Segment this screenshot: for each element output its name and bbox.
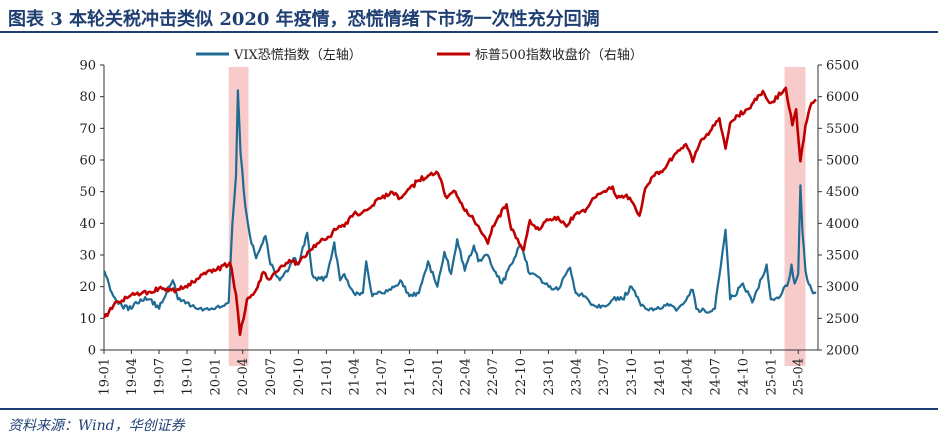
x-tick-label: 25-01 — [764, 358, 779, 395]
left-y-tick-label: 10 — [79, 312, 96, 327]
left-y-tick-label: 70 — [79, 122, 96, 137]
right-y-tick-label: 4500 — [826, 185, 859, 200]
x-tick-label: 24-01 — [653, 358, 668, 395]
x-tick-label: 24-07 — [708, 358, 723, 395]
x-tick-label: 22-10 — [514, 358, 529, 395]
left-y-tick-label: 60 — [79, 154, 96, 169]
series-layer — [103, 86, 817, 337]
x-tick-label: 20-07 — [264, 358, 279, 395]
dual-axis-line-chart: 0 10 20 30 40 50 60 70 80 90 2000 2500 3000 3500 4000 4… — [79, 47, 859, 396]
x-tick-label: 22-07 — [486, 358, 501, 395]
left-y-tick-label: 40 — [79, 217, 96, 232]
right-y-tick-label: 5000 — [826, 154, 859, 169]
left-y-tick-label: 80 — [79, 90, 96, 105]
x-tick-label: 21-07 — [375, 358, 390, 395]
x-tick-label: 21-01 — [320, 358, 335, 395]
right-y-tick-label: 6000 — [826, 90, 859, 105]
series-line-vix — [103, 89, 817, 314]
bottom-divider — [0, 408, 938, 410]
left-y-tick-label: 0 — [88, 344, 96, 359]
right-y-tick-label: 2000 — [826, 344, 859, 359]
legend-item-spx-label: 标普500指数收盘价（右轴） — [475, 47, 643, 63]
x-tick-label: 20-01 — [209, 358, 224, 395]
figure-title: 图表 3 本轮关税冲击类似 2020 年疫情，恐慌情绪下市场一次性充分回调 — [8, 9, 600, 30]
x-tick-label: 23-10 — [625, 358, 640, 395]
x-tick-label: 21-10 — [403, 358, 418, 395]
chart-legend: VIX恐慌指数（左轴） 标普500指数收盘价（右轴） — [196, 47, 643, 63]
title-divider — [0, 31, 938, 33]
left-y-tick-label: 20 — [79, 280, 96, 295]
highlight-bands — [228, 67, 806, 366]
x-tick-label: 20-04 — [236, 358, 251, 395]
highlight-band-2 — [784, 67, 806, 366]
highlight-band-1 — [228, 67, 249, 366]
x-tick-label: 23-04 — [569, 358, 584, 395]
x-tick-label: 24-10 — [736, 358, 751, 395]
x-tick-label: 20-10 — [292, 358, 307, 395]
x-tick-label: 22-01 — [431, 358, 446, 395]
source-note: 资料来源：Wind，华创证券 — [8, 418, 185, 434]
right-y-tick-label: 6500 — [826, 59, 859, 74]
right-y-tick-label: 3500 — [826, 249, 859, 264]
right-y-tick-label: 5500 — [826, 122, 859, 137]
x-tick-label: 24-04 — [681, 358, 696, 395]
x-tick-label: 21-04 — [347, 358, 362, 395]
x-tick-label: 19-01 — [98, 358, 113, 395]
x-tick-label: 19-07 — [153, 358, 168, 395]
x-tick-label: 23-01 — [542, 358, 557, 395]
x-tick-label: 25-04 — [792, 358, 807, 395]
legend-item-vix-label: VIX恐慌指数（左轴） — [233, 48, 362, 63]
x-tick-label: 22-04 — [458, 358, 473, 395]
title-bar: 图表 3 本轮关税冲击类似 2020 年疫情，恐慌情绪下市场一次性充分回调 — [0, 0, 938, 34]
left-y-tick-label: 90 — [79, 59, 96, 74]
left-y-tick-label: 50 — [79, 185, 96, 200]
x-tick-label: 23-07 — [597, 358, 612, 395]
x-tick-label: 19-10 — [181, 358, 196, 395]
series-line-spx — [103, 86, 817, 337]
x-tick-label: 19-04 — [125, 358, 140, 395]
right-y-tick-label: 4000 — [826, 217, 859, 232]
right-y-tick-label: 2500 — [826, 312, 859, 327]
right-y-tick-label: 3000 — [826, 280, 859, 295]
left-y-tick-label: 30 — [79, 249, 96, 264]
chart-axes: 0 10 20 30 40 50 60 70 80 90 2000 2500 3000 3500 4000 4… — [79, 59, 859, 396]
